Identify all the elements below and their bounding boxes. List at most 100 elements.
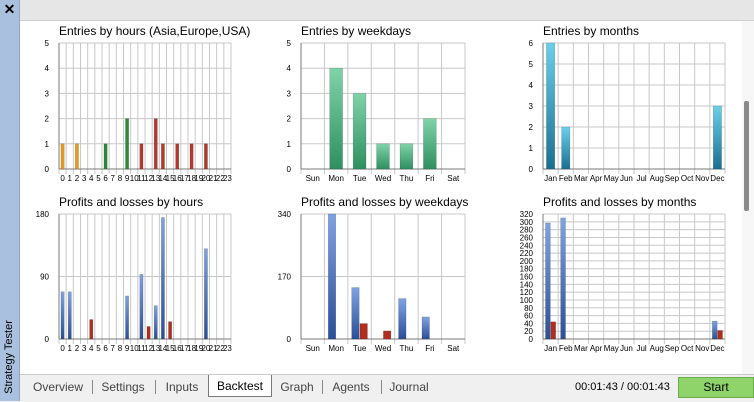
chart-title: Profits and losses by months (543, 195, 696, 209)
bar (125, 295, 129, 340)
y-tick-label: 0 (529, 165, 534, 174)
tab-settings[interactable]: Settings (101, 380, 145, 394)
x-tick-label: 18 (187, 344, 196, 353)
x-tick-label: Jul (636, 174, 646, 183)
x-tick-label: 2 (75, 344, 80, 353)
tab-inputs[interactable]: Inputs (165, 380, 199, 394)
y-tick-label: 1 (287, 140, 292, 149)
x-tick-label: 17 (180, 174, 189, 183)
x-tick-label: Mar (574, 174, 588, 183)
x-tick-label: Apr (590, 174, 603, 183)
x-tick-label: 8 (118, 174, 123, 183)
x-tick-label: Thu (400, 344, 414, 353)
y-tick-label: 220 (520, 249, 534, 258)
x-tick-label: 10 (130, 344, 139, 353)
x-tick-label: 5 (96, 174, 101, 183)
y-tick-label: 4 (45, 64, 50, 73)
bar (423, 118, 437, 170)
chart-5: Profits and losses by weekdays 0 170 340 Sun… (278, 195, 469, 353)
x-tick-label: 8 (118, 344, 123, 353)
bar (67, 291, 72, 340)
x-tick-label: 12 (144, 344, 153, 353)
x-tick-label: 7 (111, 174, 116, 183)
y-tick-label: 100 (520, 296, 534, 305)
bar (139, 143, 144, 170)
x-tick-label: Aug (650, 344, 664, 353)
y-tick-label: 170 (278, 273, 292, 282)
bar (328, 213, 337, 340)
x-tick-label: 7 (111, 344, 116, 353)
y-tick-label: 3 (287, 89, 292, 98)
tab-journal[interactable]: Journal (389, 380, 429, 394)
x-tick-label: 21 (209, 174, 218, 183)
bar (161, 143, 165, 170)
y-tick-label: 1 (45, 140, 50, 149)
tab-graph[interactable]: Graph (280, 380, 314, 394)
chart-title: Entries by months (543, 24, 639, 38)
strategy-tester-sidebar: ✕ Strategy Tester (0, 0, 20, 401)
bar (399, 143, 414, 170)
x-tick-label: 10 (130, 174, 139, 183)
y-tick-label: 6 (529, 39, 534, 48)
bar (139, 274, 144, 340)
y-tick-label: 300 (520, 218, 534, 227)
bar (383, 330, 392, 340)
x-tick-label: 4 (89, 174, 94, 183)
y-tick-label: 80 (524, 304, 533, 313)
x-tick-label: Mar (574, 344, 588, 353)
x-tick-label: Tue (353, 174, 367, 183)
x-tick-label: May (604, 344, 619, 353)
bar (60, 291, 65, 340)
x-tick-label: 22 (216, 344, 225, 353)
bar (161, 217, 165, 340)
y-tick-label: 340 (278, 210, 292, 219)
x-tick-label: Dec (710, 344, 724, 353)
x-tick-label: 13 (151, 344, 160, 353)
y-tick-label: 2 (529, 123, 534, 132)
bar (329, 67, 343, 170)
x-tick-label: Tue (353, 344, 367, 353)
y-tick-label: 1 (529, 144, 534, 153)
tab-agents[interactable]: Agents (332, 380, 370, 394)
x-tick-label: 22 (216, 174, 225, 183)
chart-6: Profits and losses by months 020406080100… (520, 195, 726, 353)
tab-separator (322, 380, 323, 394)
tab-backtest[interactable]: Backtest (208, 375, 272, 397)
x-tick-label: 12 (144, 174, 153, 183)
bar (359, 323, 368, 340)
y-tick-label: 20 (524, 327, 533, 336)
y-tick-label: 160 (520, 273, 534, 282)
scrollbar-thumb[interactable] (744, 101, 749, 211)
top-strip (20, 0, 754, 21)
x-tick-label: 14 (158, 344, 167, 353)
x-tick-label: Sun (306, 344, 320, 353)
y-tick-label: 180 (520, 265, 534, 274)
bar (204, 248, 208, 340)
bar (546, 42, 556, 170)
x-tick-label: Wed (375, 344, 391, 353)
x-tick-label: Sep (665, 174, 680, 183)
elapsed-timer: 00:01:43 / 00:01:43 (575, 381, 670, 393)
y-tick-label: 3 (529, 102, 534, 111)
bar (398, 298, 407, 340)
chart-title: Profits and losses by hours (59, 195, 203, 209)
bar (103, 143, 108, 170)
x-tick-label: Jan (544, 174, 557, 183)
tab-overview[interactable]: Overview (32, 380, 83, 394)
bottom-tab-bar: Overview Settings Inputs Backtest Graph … (20, 374, 754, 402)
y-tick-label: 320 (520, 210, 534, 219)
x-tick-label: Sep (665, 344, 680, 353)
x-tick-label: Sat (447, 344, 460, 353)
close-icon[interactable]: ✕ (3, 1, 16, 17)
x-tick-label: 19 (194, 344, 203, 353)
bar (189, 143, 194, 170)
vertical-scrollbar[interactable] (742, 21, 754, 374)
y-tick-label: 240 (520, 241, 534, 250)
y-tick-label: 4 (287, 64, 292, 73)
x-tick-label: 6 (103, 344, 108, 353)
bar (351, 287, 360, 340)
start-button[interactable]: Start (678, 377, 754, 398)
x-tick-label: 14 (158, 174, 167, 183)
